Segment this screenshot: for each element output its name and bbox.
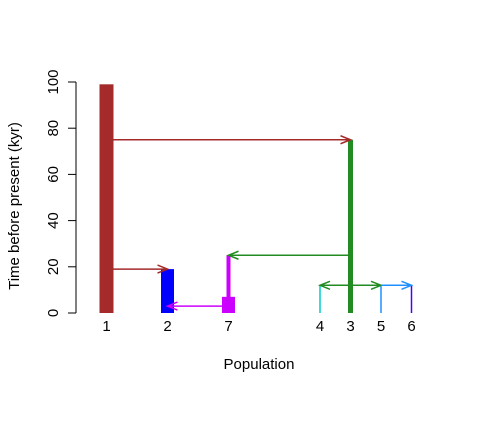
population-bar-7 (226, 255, 231, 313)
x-tick-label-4: 4 (316, 318, 324, 335)
population-base-7 (222, 296, 235, 313)
population-bar-3 (348, 139, 353, 313)
population-bars (99, 84, 413, 313)
x-tick-label-7: 7 (224, 318, 232, 335)
y-tick-label: 0 (45, 309, 62, 317)
migration-arrow-3-7 (226, 250, 351, 260)
x-tick-label-1: 1 (102, 318, 110, 335)
x-tick-labels: 1 2 7 4 3 5 6 (102, 318, 415, 335)
population-bar-6 (410, 285, 413, 313)
x-tick-label-5: 5 (377, 318, 385, 335)
y-tick-label: 80 (45, 120, 62, 137)
population-base-3 (349, 285, 352, 313)
population-bar-2 (161, 269, 174, 313)
population-bar-1 (99, 84, 114, 313)
migration-arrow-1-2 (106, 264, 170, 274)
x-axis-title: Population (224, 356, 295, 373)
migration-arrow-3-5 (350, 280, 384, 290)
population-bar-4 (319, 285, 321, 313)
y-tick-label: 60 (45, 166, 62, 183)
migration-arrows (106, 135, 414, 311)
x-tick-label-3: 3 (346, 318, 354, 335)
y-tick-label: 40 (45, 212, 62, 229)
migration-arrow-5-6 (381, 280, 414, 290)
x-tick-label-2: 2 (163, 318, 171, 335)
migration-arrow-1-3 (106, 135, 353, 145)
migration-arrow-7-2 (165, 301, 229, 311)
y-tick-label: 100 (45, 69, 62, 94)
y-axis: 0 20 40 60 80 100 (45, 69, 77, 317)
x-tick-label-6: 6 (407, 318, 415, 335)
migration-arrow-3-4 (317, 280, 351, 290)
y-tick-label: 20 (45, 258, 62, 275)
population-bar-5 (380, 285, 382, 313)
y-axis-title: Time before present (kyr) (6, 122, 23, 290)
